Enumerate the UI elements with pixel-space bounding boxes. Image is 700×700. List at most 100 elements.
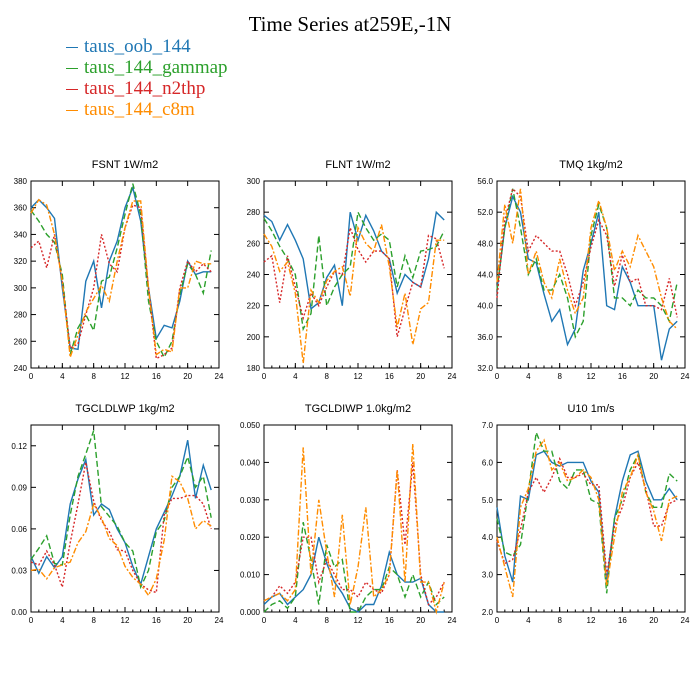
x-tick-label: 0	[495, 616, 500, 625]
legend-item-taus-144-c8m: taus_144_c8m	[66, 99, 228, 120]
y-tick-label: 5.0	[482, 496, 494, 505]
x-tick-label: 8	[324, 372, 329, 381]
x-tick-label: 16	[618, 616, 627, 625]
plot-frame	[496, 180, 686, 369]
y-tick-label: 0.12	[11, 442, 27, 451]
series-line-taus-144-n2thp	[496, 456, 678, 575]
x-tick-label: 12	[587, 372, 596, 381]
x-tick-label: 12	[587, 616, 596, 625]
x-tick-label: 12	[121, 372, 130, 381]
y-tick-label: 0.000	[240, 608, 261, 617]
chart-title: TGCLDIWP 1.0kg/m2	[305, 403, 411, 415]
y-tick-label: 0.09	[11, 483, 27, 492]
series-line-taus-144-c8m	[30, 475, 212, 597]
series-line-taus-144-n2thp	[263, 462, 445, 606]
chart-2: FLNT 1W/m2 0 4 8 12 16 20 24 180 200 220 240 260 280 3…	[247, 159, 457, 381]
chart-title: TGCLDLWP 1kg/m2	[75, 403, 174, 415]
x-tick-label: 20	[649, 616, 658, 625]
series-line-taus-oob-144	[30, 440, 212, 587]
legend-label: taus_oob_144	[84, 36, 191, 57]
legend-swatch	[66, 47, 78, 49]
chart-title: TMQ 1kg/m2	[559, 159, 623, 171]
series-line-taus-oob-144	[30, 185, 212, 351]
x-tick-label: 24	[448, 616, 457, 625]
legend-label: taus_144_gammap	[84, 57, 228, 78]
chart-1: FSNT 1W/m2 0 4 8 12 16 20 24 240 260 280 300 320 340 3…	[14, 159, 224, 381]
y-tick-label: 240	[14, 364, 28, 373]
y-tick-label: 240	[247, 271, 261, 280]
series-line-taus-oob-144	[263, 536, 445, 613]
x-tick-label: 8	[91, 616, 96, 625]
x-tick-label: 4	[293, 372, 298, 381]
legend-swatch	[66, 110, 78, 112]
chart-title: FSNT 1W/m2	[92, 159, 158, 171]
series-line-taus-144-c8m	[263, 224, 445, 364]
x-tick-label: 20	[416, 372, 425, 381]
y-tick-label: 56.0	[477, 177, 493, 186]
x-tick-label: 4	[293, 616, 298, 625]
y-tick-label: 260	[14, 337, 28, 346]
y-tick-label: 48.0	[477, 239, 493, 248]
x-tick-label: 0	[495, 372, 500, 381]
x-tick-label: 20	[183, 616, 192, 625]
series-line-taus-144-c8m	[30, 198, 212, 358]
x-tick-label: 12	[121, 616, 130, 625]
series-line-taus-144-gammap	[263, 522, 445, 613]
legend-swatch	[66, 68, 78, 70]
y-tick-label: 0.06	[11, 525, 27, 534]
x-tick-label: 12	[354, 372, 363, 381]
x-tick-label: 8	[91, 372, 96, 381]
y-tick-label: 340	[14, 230, 28, 239]
x-tick-label: 16	[618, 372, 627, 381]
y-tick-label: 7.0	[482, 421, 494, 430]
y-tick-label: 260	[247, 239, 261, 248]
y-tick-label: 0.03	[11, 566, 27, 575]
plot-frame	[263, 424, 453, 613]
legend-item-taus-144-gammap: taus_144_gammap	[66, 57, 228, 78]
page-title: Time Series at259E,-1N	[248, 12, 452, 36]
series-line-taus-144-n2thp	[30, 204, 212, 360]
series-line-taus-144-n2thp	[30, 462, 212, 594]
x-tick-label: 12	[354, 616, 363, 625]
series-line-taus-144-c8m	[496, 188, 678, 330]
x-tick-label: 4	[526, 372, 531, 381]
y-tick-label: 3.0	[482, 571, 494, 580]
y-tick-label: 0.030	[240, 496, 261, 505]
x-tick-label: 4	[60, 372, 65, 381]
x-tick-label: 0	[29, 616, 34, 625]
series-line-taus-144-c8m	[263, 443, 445, 615]
legend-label: taus_144_c8m	[84, 99, 195, 120]
legend-label: taus_144_n2thp	[84, 78, 206, 99]
legend-swatch	[66, 89, 78, 91]
series-line-taus-144-n2thp	[496, 187, 678, 318]
plot-frame	[30, 424, 220, 613]
y-tick-label: 0.020	[240, 533, 261, 542]
x-tick-label: 0	[262, 372, 267, 381]
series-line-taus-144-gammap	[30, 183, 212, 359]
y-tick-label: 36.0	[477, 333, 493, 342]
y-tick-label: 0.010	[240, 571, 261, 580]
x-tick-label: 24	[681, 616, 690, 625]
x-tick-label: 8	[557, 372, 562, 381]
chart-4: TGCLDLWP 1kg/m2 0 4 8 12 16 20 24 0.00 0.03 0.06 0.…	[11, 403, 224, 625]
y-tick-label: 2.0	[482, 608, 494, 617]
y-tick-label: 52.0	[477, 208, 493, 217]
y-tick-label: 220	[247, 302, 261, 311]
chart-3: TMQ 1kg/m2 0 4 8 12 16 20 24 32.0 36.0 40.0 44.0 48.…	[477, 159, 690, 381]
y-tick-label: 4.0	[482, 533, 494, 542]
x-tick-label: 4	[526, 616, 531, 625]
x-tick-label: 16	[152, 372, 161, 381]
series-line-taus-144-c8m	[496, 438, 678, 598]
legend: taus_oob_144 taus_144_gammap taus_144_n2…	[66, 36, 228, 120]
x-tick-label: 8	[324, 616, 329, 625]
x-tick-label: 0	[29, 372, 34, 381]
y-tick-label: 280	[14, 311, 28, 320]
legend-item-taus-oob-144: taus_oob_144	[66, 36, 228, 57]
y-tick-label: 380	[14, 177, 28, 186]
y-tick-label: 320	[14, 257, 28, 266]
y-tick-label: 40.0	[477, 302, 493, 311]
x-tick-label: 16	[152, 616, 161, 625]
chart-title: FLNT 1W/m2	[325, 159, 390, 171]
series-line-taus-144-gammap	[496, 188, 678, 339]
